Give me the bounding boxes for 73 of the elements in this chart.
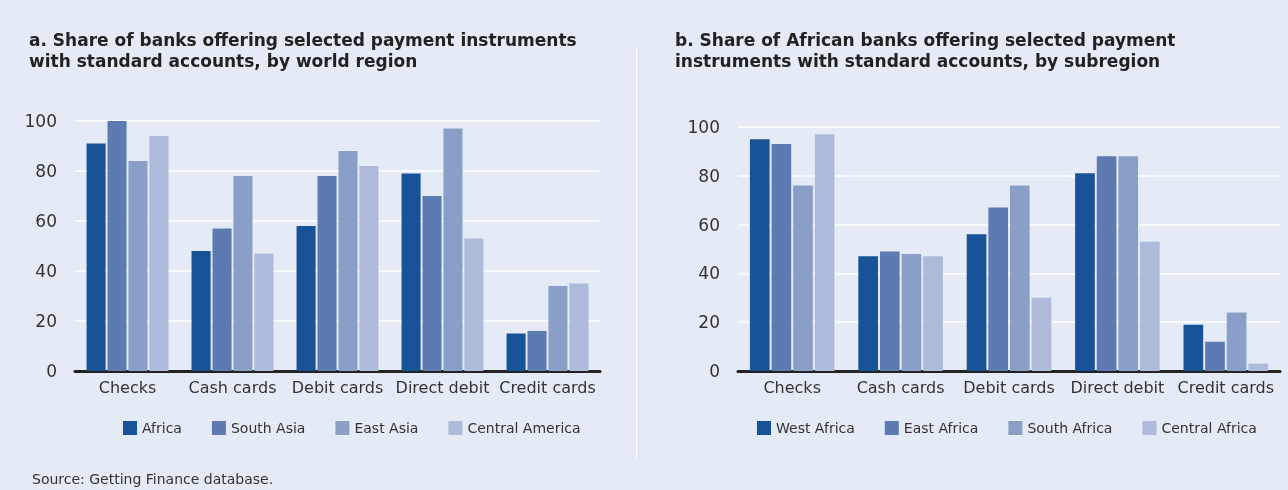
bar	[1031, 297, 1052, 371]
bar	[401, 173, 421, 371]
legend-label: East Asia	[354, 420, 419, 436]
y-tick-label: 60	[698, 214, 720, 235]
bar	[1118, 156, 1139, 371]
y-tick-label: 40	[35, 261, 57, 281]
source-note: Source: Getting Finance database.	[32, 471, 274, 487]
bar	[793, 185, 813, 371]
bar	[548, 286, 568, 371]
bar	[901, 253, 922, 371]
bar	[443, 128, 463, 371]
bar	[296, 226, 316, 371]
bar	[569, 283, 589, 371]
bar	[988, 207, 1009, 371]
y-tick-label: 0	[46, 361, 57, 381]
y-tick-label: 40	[698, 263, 720, 284]
bar	[191, 251, 211, 371]
bar	[506, 333, 526, 371]
y-tick-label: 20	[698, 312, 720, 333]
x-tick-label: Cash cards	[856, 377, 945, 397]
x-tick-label: Debit cards	[291, 377, 384, 397]
chart-title: a. Share of banks offering selected payment instruments with standard accounts, by world region	[29, 29, 583, 71]
legend-label: Central America	[467, 420, 581, 436]
y-tick-label: 80	[698, 165, 720, 186]
y-tick-label: 0	[709, 361, 720, 381]
legend-label: Central Africa	[1161, 420, 1257, 436]
bar	[966, 234, 987, 371]
bar	[212, 228, 232, 371]
bar	[1205, 341, 1225, 371]
y-tick-label: 60	[35, 211, 57, 231]
bar	[359, 166, 379, 371]
chart-title: b. Share of African banks offering selected payment instruments with standard accounts, by subregion	[675, 29, 1182, 71]
bar	[1226, 312, 1247, 371]
x-tick-label: Credit cards	[499, 377, 596, 397]
y-tick-label: 100	[24, 111, 57, 131]
bar	[749, 139, 770, 371]
bar	[317, 176, 337, 371]
legend-label: Africa	[142, 420, 182, 436]
y-tick-label: 100	[687, 117, 720, 137]
bar	[879, 251, 900, 371]
bar	[1248, 363, 1269, 371]
bar	[338, 151, 358, 371]
bar	[1140, 241, 1160, 371]
bar	[1183, 324, 1204, 371]
legend-label: East Africa	[903, 420, 979, 436]
bar	[254, 253, 274, 371]
x-tick-label: Checks	[98, 377, 157, 397]
bar	[814, 134, 835, 371]
bar	[107, 121, 127, 371]
bar	[1009, 185, 1030, 371]
bar	[527, 331, 547, 371]
legend-label: West Africa	[776, 420, 855, 436]
bar	[149, 136, 169, 371]
y-tick-label: 20	[35, 311, 57, 331]
x-tick-label: Direct debit	[1070, 377, 1165, 397]
bar	[858, 256, 878, 371]
bar	[1075, 173, 1095, 371]
bar	[86, 143, 106, 371]
legend-label: South Asia	[230, 420, 306, 436]
bar	[771, 144, 792, 371]
bar	[1096, 156, 1117, 371]
legend-label: South Africa	[1027, 420, 1113, 436]
bar	[422, 196, 442, 371]
x-tick-label: Credit cards	[1177, 377, 1275, 397]
x-tick-label: Direct debit	[395, 377, 490, 397]
bar	[464, 238, 484, 371]
bar	[128, 161, 148, 371]
x-tick-label: Cash cards	[188, 377, 277, 397]
x-tick-label: Checks	[763, 377, 821, 397]
bar	[923, 256, 943, 371]
bar	[233, 176, 253, 371]
y-tick-label: 80	[35, 161, 57, 181]
x-tick-label: Debit cards	[963, 377, 1055, 397]
